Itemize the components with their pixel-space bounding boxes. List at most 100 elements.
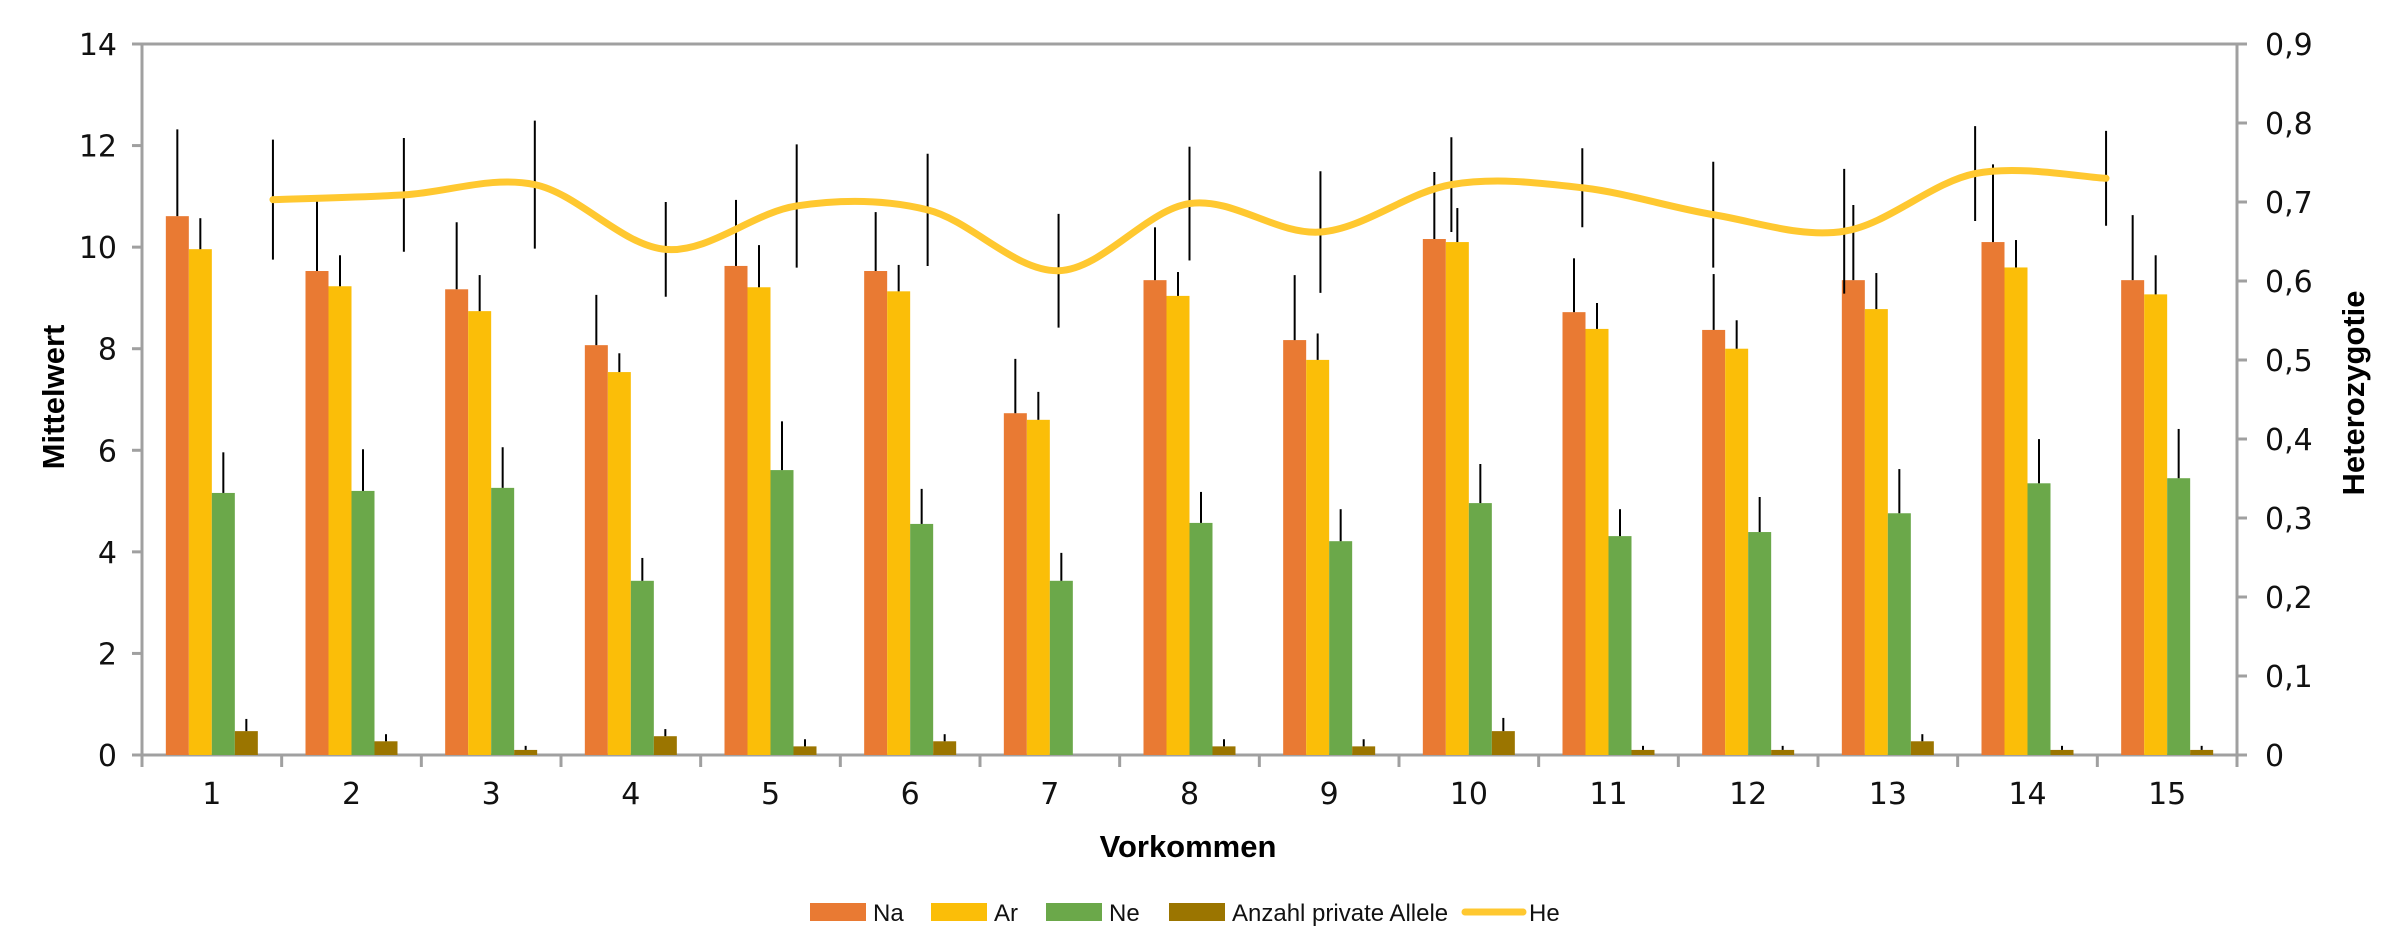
bar-ar (2004, 267, 2028, 755)
bar-ne (1189, 522, 1213, 755)
x-tick-label: 7 (1040, 777, 1059, 812)
bar-na (445, 289, 469, 755)
x-tick-label: 4 (621, 777, 640, 812)
bar-ar (1864, 309, 1888, 755)
bar-ne (2167, 478, 2191, 755)
y-tick-label: 12 (79, 130, 117, 165)
bar-na (1841, 280, 1865, 755)
bar-anzahl-private-allele (1352, 746, 1376, 755)
he-line-layer (269, 120, 2110, 328)
legend-label: Na (873, 900, 904, 927)
y-tick-label: 14 (79, 28, 117, 63)
bar-ar (1585, 328, 1609, 755)
legend-label: Ne (1109, 900, 1140, 927)
bar-na (1283, 340, 1307, 755)
bar-ne (491, 487, 515, 755)
bar-na (1003, 413, 1027, 755)
bar-anzahl-private-allele (933, 741, 957, 755)
bar-anzahl-private-allele (2050, 749, 2074, 755)
bar-ar (1725, 348, 1749, 755)
legend-swatch (1046, 903, 1102, 921)
y2-tick-label: 0,4 (2265, 423, 2313, 458)
x-tick-label: 9 (1320, 777, 1339, 812)
bar-na (724, 265, 748, 755)
y-tick-label: 8 (98, 333, 117, 368)
legend: Na Ar Ne Anzahl private Allele He (810, 900, 1560, 927)
y-tick-label: 4 (98, 536, 117, 571)
bar-ne (1468, 503, 1492, 755)
y-tick-label: 2 (98, 637, 117, 672)
bar-ar (887, 291, 911, 755)
bar-na (305, 271, 329, 755)
bar-ne (1748, 532, 1772, 755)
legend-item-anzahl-private-allele: Anzahl private Allele (1169, 900, 1448, 927)
bar-na (2121, 280, 2145, 755)
bar-ne (351, 490, 375, 755)
bar-ne (1887, 513, 1911, 755)
bar-ar (607, 372, 631, 755)
x-tick-label: 3 (482, 777, 501, 812)
bar-ar (328, 286, 352, 755)
legend-item-ar: Ar (931, 900, 1018, 927)
bar-na (1562, 312, 1586, 755)
legend-label: He (1529, 900, 1560, 927)
left-axis-ticks: 0 2 4 6 8 10 12 14 (79, 28, 142, 774)
bar-anzahl-private-allele (514, 749, 538, 755)
error-bar-layer (176, 129, 2203, 750)
bar-ar (1306, 359, 1330, 755)
bar-anzahl-private-allele (2190, 749, 2214, 755)
y2-tick-label: 0,5 (2265, 344, 2313, 379)
y2-tick-label: 0 (2265, 739, 2284, 774)
bar-ne (770, 470, 794, 755)
y2-axis-title: Heterozygotie (2336, 291, 2371, 496)
bar-na (864, 271, 888, 755)
y-tick-label: 6 (98, 434, 117, 469)
bar-anzahl-private-allele (1771, 749, 1795, 755)
y2-tick-label: 0,2 (2265, 581, 2313, 616)
bar-anzahl-private-allele (793, 746, 817, 755)
bar-ar (188, 249, 212, 755)
legend-item-he: He (1461, 900, 1560, 927)
legend-swatch (810, 903, 866, 921)
bar-anzahl-private-allele (1631, 749, 1655, 755)
bar-ar (747, 287, 771, 755)
bar-anzahl-private-allele (653, 736, 677, 755)
x-tick-label: 6 (901, 777, 920, 812)
x-tick-label: 15 (2148, 777, 2186, 812)
bar-ar (1026, 419, 1050, 755)
y2-tick-label: 0,9 (2265, 28, 2313, 63)
x-tick-label: 13 (1869, 777, 1907, 812)
bar-ne (2027, 483, 2051, 755)
x-tick-label: 5 (761, 777, 780, 812)
bar-anzahl-private-allele (374, 741, 398, 755)
bar-na (1143, 280, 1167, 755)
bar-ar (2144, 294, 2168, 755)
bar-ne (630, 580, 654, 755)
x-axis-ticks: 1 2 3 4 5 6 7 8 9 10 11 12 13 14 15 (140, 755, 2239, 812)
bar-anzahl-private-allele (1491, 731, 1515, 755)
x-tick-label: 8 (1180, 777, 1199, 812)
y2-tick-label: 0,8 (2265, 107, 2313, 142)
legend-swatch (931, 903, 987, 921)
bar-na (1422, 239, 1446, 755)
bar-ne (910, 523, 934, 755)
y2-tick-label: 0,7 (2265, 186, 2313, 221)
x-tick-label: 12 (1729, 777, 1767, 812)
x-tick-label: 10 (1450, 777, 1488, 812)
legend-label: Ar (994, 900, 1018, 927)
y2-tick-label: 0,6 (2265, 265, 2313, 300)
bar-ne (1608, 536, 1632, 755)
y-tick-label: 10 (79, 231, 117, 266)
bar-ar (1445, 242, 1469, 756)
bar-na (165, 216, 189, 755)
bar-na (1981, 242, 2005, 756)
bar-ne (1049, 580, 1073, 755)
bar-ar (468, 311, 492, 755)
y-tick-label: 0 (98, 739, 117, 774)
y2-tick-label: 0,1 (2265, 660, 2313, 695)
bar-na (1702, 329, 1726, 755)
x-tick-label: 1 (202, 777, 221, 812)
legend-label: Anzahl private Allele (1232, 900, 1448, 927)
x-tick-label: 14 (2008, 777, 2046, 812)
